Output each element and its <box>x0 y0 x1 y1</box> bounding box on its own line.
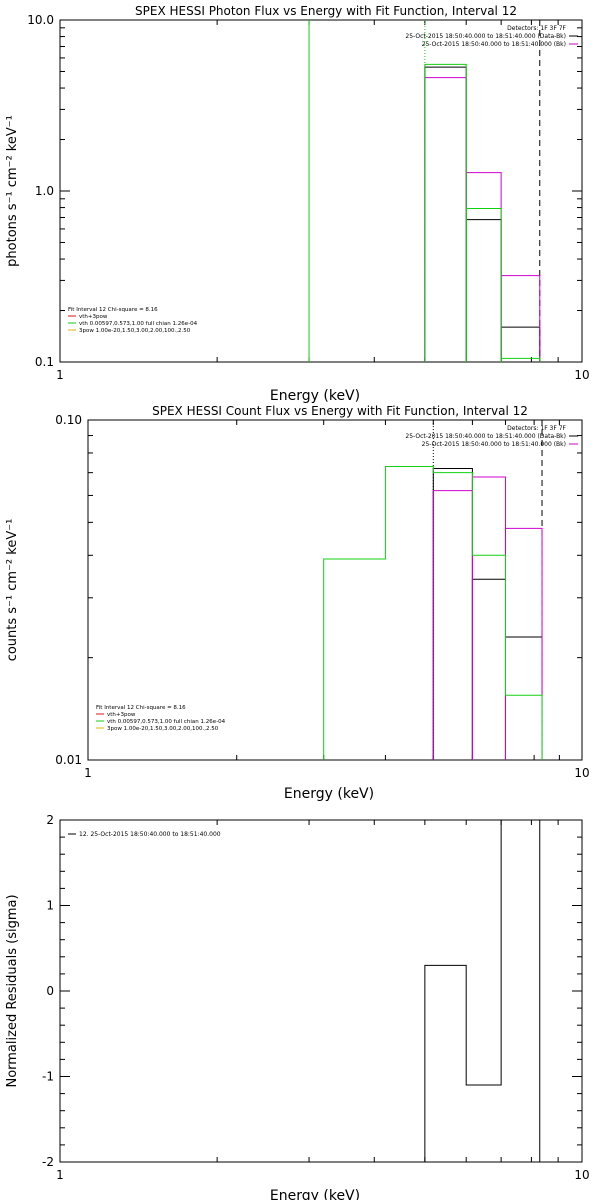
chart-title: SPEX HESSI Photon Flux vs Energy with Fi… <box>135 4 517 18</box>
x-tick-label: 1 <box>56 1168 64 1182</box>
chart-panel-2: 1 10 0.01 0.10 SPEX HESSI Count Flux vs Ener… <box>5 404 590 802</box>
y-tick-label: 0.1 <box>35 355 54 369</box>
series-bin <box>424 63 467 362</box>
x-tick-label: 1 <box>84 766 92 780</box>
x-axis-label: Energy (keV) <box>284 786 374 802</box>
legend-line: vth 0.00597,0.573,1.00 full chian 1.26e-… <box>79 321 198 327</box>
header-line: Detectors: 1F 3F 7F <box>507 25 566 32</box>
y-tick-label: 0 <box>46 984 54 998</box>
series-bin <box>500 275 541 362</box>
x-tick-label: 1 <box>56 368 64 382</box>
x-tick-label: 10 <box>574 766 589 780</box>
x-axis-label: Energy (keV) <box>270 388 360 404</box>
y-axis-label: photons s⁻¹ cm⁻² keV⁻¹ <box>5 115 20 267</box>
legend-line: 3pow 1.00e-20,1.50,3.00,2.00,100.,2.50 <box>79 328 191 334</box>
y-tick-label: -1 <box>42 1070 54 1084</box>
series-bin <box>432 490 473 760</box>
series-bin <box>465 219 502 362</box>
series-bin <box>465 208 502 362</box>
plot-frame <box>59 819 583 1163</box>
y-axis-label: counts s⁻¹ cm⁻² keV⁻¹ <box>5 519 20 662</box>
chart-title: SPEX HESSI Count Flux vs Energy with Fit… <box>152 404 528 418</box>
header-line: 25-Oct-2015 18:50:40.000 to 18:51:40.000… <box>422 441 566 448</box>
series-bin <box>471 476 506 760</box>
plot-frame <box>87 419 583 761</box>
y-tick-label: -2 <box>42 1155 54 1169</box>
series-bin <box>471 578 506 760</box>
legend-line: vth 0.00597,0.573,1.00 full chian 1.26e-… <box>107 719 226 725</box>
header-line: 25-Oct-2015 18:50:40.000 to 18:51:40.000… <box>405 433 566 440</box>
series-bin <box>424 77 467 362</box>
header-line: 25-Oct-2015 18:50:40.000 to 18:51:40.000… <box>405 33 566 40</box>
series-bin <box>432 468 473 760</box>
legend-line: vth+3pow <box>107 712 136 718</box>
y-axis-label: Normalized Residuals (sigma) <box>5 894 20 1087</box>
x-tick-label: 10 <box>574 368 589 382</box>
y-tick-label: 1 <box>46 899 54 913</box>
y-tick-label: 2 <box>46 813 54 827</box>
series-bin <box>465 172 502 362</box>
legend-line: vth+3pow <box>79 314 108 320</box>
series-histogram <box>424 819 541 1162</box>
y-tick-label: 10.0 <box>27 13 54 27</box>
series-bin <box>424 66 467 362</box>
legend-line: 12. 25-Oct-2015 18:50:40.000 to 18:51:40… <box>79 831 221 838</box>
header-line: Detectors: 1F 3F 7F <box>507 425 566 432</box>
legend-line: Fit Interval 12 Chi-square = 8.16 <box>68 307 158 313</box>
x-axis-label: Energy (keV) <box>270 1188 360 1200</box>
legend-line: 3pow 1.00e-20,1.50,3.00,2.00,100.,2.50 <box>107 726 219 732</box>
series-bin <box>504 636 543 760</box>
series-histogram <box>323 465 543 760</box>
chart-panel-1: 1 10 0.1 1.0 10.0 SPEX HESSI Photon Flux vs E… <box>5 4 590 404</box>
y-tick-label: 0.10 <box>55 413 82 427</box>
series-bin <box>500 326 541 362</box>
x-tick-label: 10 <box>574 1168 589 1182</box>
chart-panel-3: 1 10 -2 -1 0 1 2 Energy (keV) Normalized Residua… <box>5 813 590 1200</box>
y-tick-label: 0.01 <box>55 753 82 767</box>
y-tick-label: 1.0 <box>35 184 54 198</box>
series-bin <box>504 527 543 760</box>
header-line: 25-Oct-2015 18:50:40.000 to 18:51:40.000… <box>422 41 566 48</box>
legend-line: Fit Interval 12 Chi-square = 8.16 <box>96 705 186 711</box>
series-bin <box>500 357 541 362</box>
